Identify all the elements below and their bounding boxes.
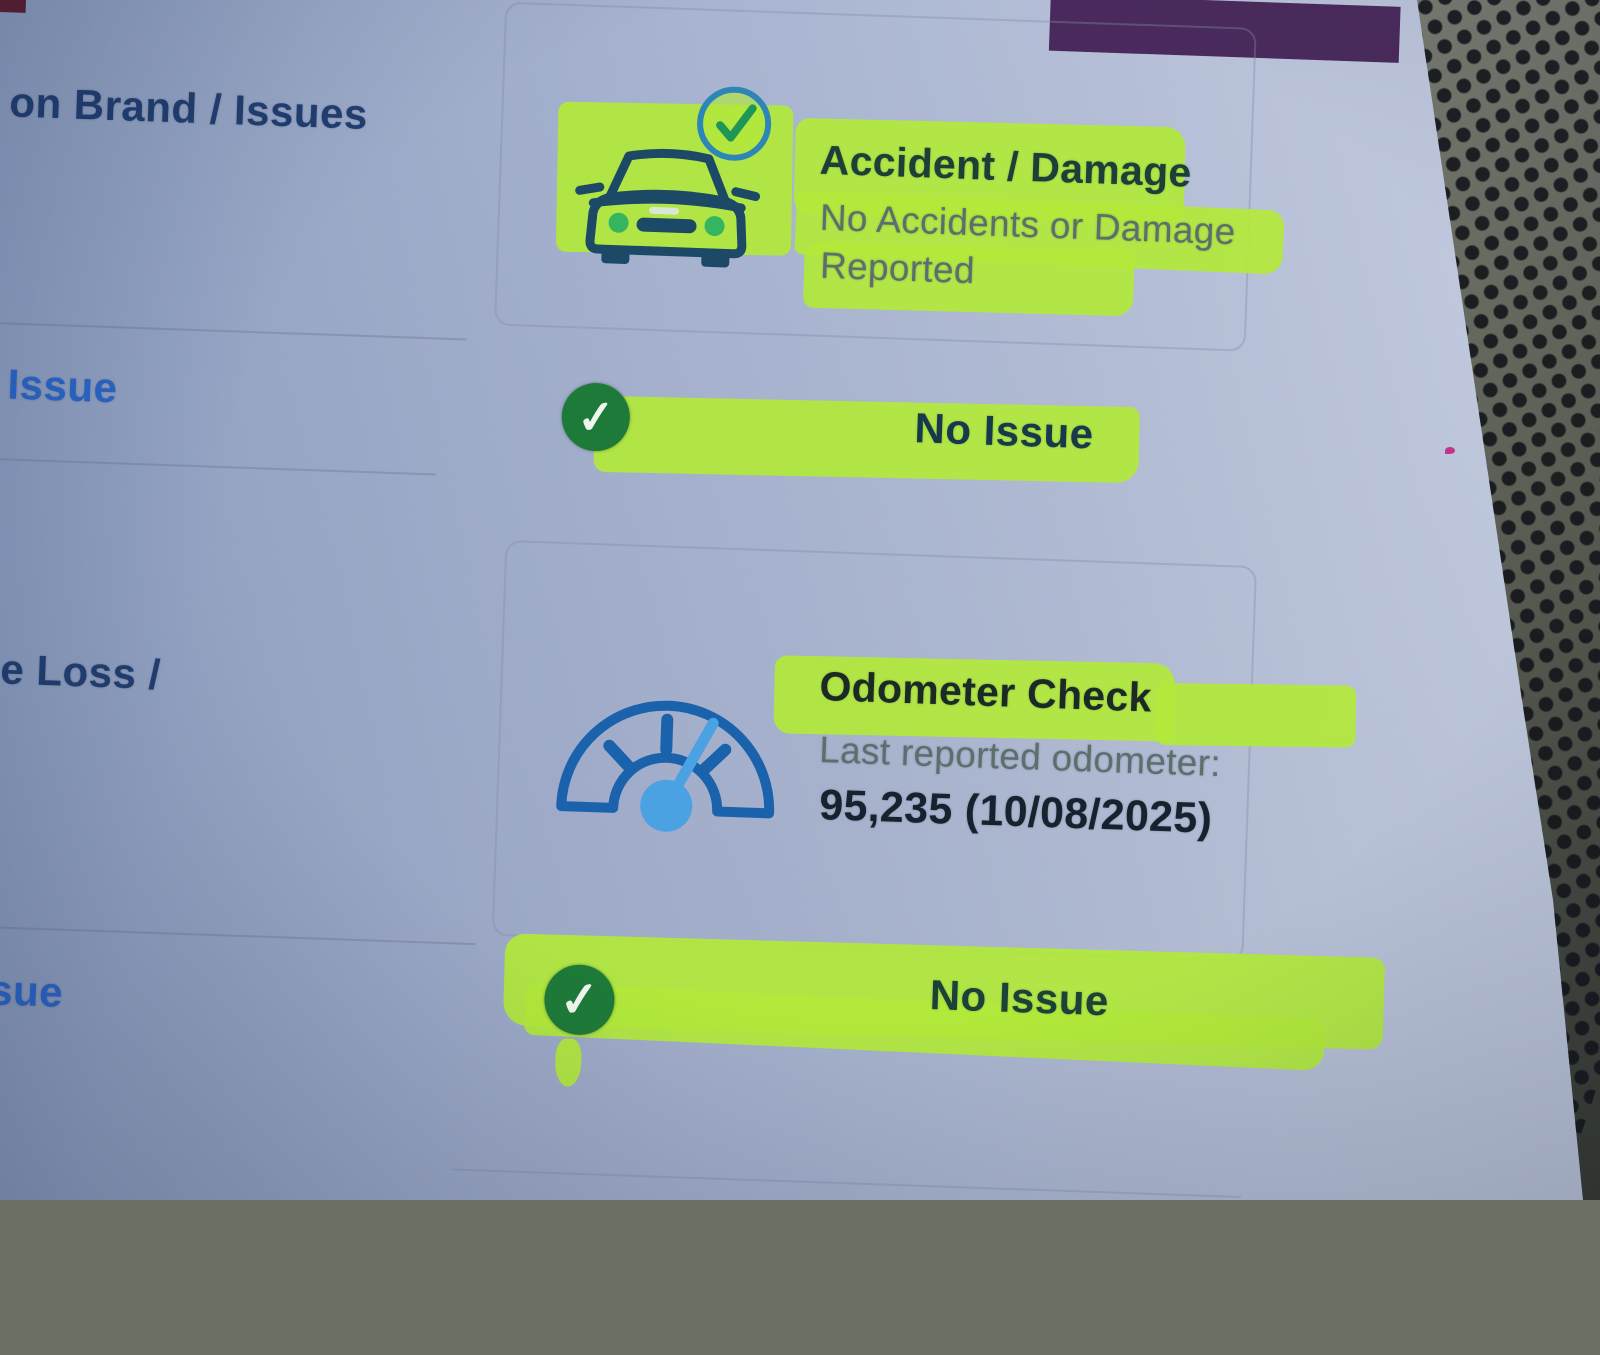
odometer-status: No Issue (929, 971, 1110, 1025)
highlight-drip (554, 1038, 583, 1087)
highlight-stroke (1155, 682, 1357, 748)
check-circle-icon (693, 82, 776, 165)
row-divider-1 (0, 321, 467, 341)
pink-ink-speck (1445, 447, 1455, 454)
left-label-issue: Issue (6, 360, 119, 412)
left-label-issue-2: ssue (0, 965, 64, 1016)
check-glyph: ✓ (557, 972, 602, 1029)
accident-status: No Issue (913, 404, 1095, 458)
check-glyph: ✓ (574, 389, 617, 445)
row-divider-2 (0, 457, 436, 476)
maroon-corner-fragment (0, 0, 27, 13)
photo-of-vehicle-history-report: { "document": { "left_column": { "row1_l… (0, 0, 1600, 1200)
odometer-gauge-icon (546, 660, 792, 838)
left-label-loss-line1: ce Loss / (0, 644, 162, 699)
card-bottom-line (451, 1168, 1242, 1199)
car-icon (565, 116, 770, 273)
accident-desc-line2: Reported (819, 244, 976, 292)
row-divider-3 (0, 925, 476, 946)
left-label-title-brand-issues: on Brand / Issues (8, 78, 369, 138)
